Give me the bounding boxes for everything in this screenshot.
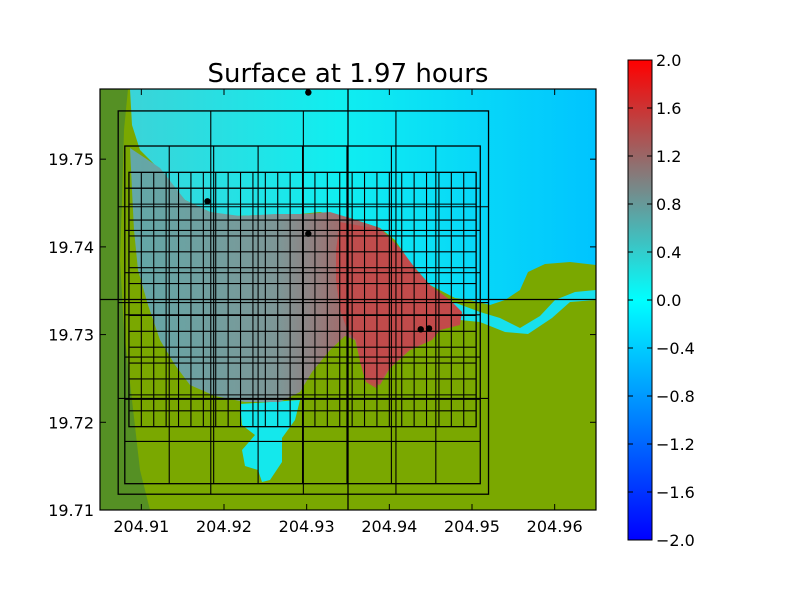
refinement-grid — [117, 110, 490, 495]
colorbar-tick-label: 0.0 — [656, 291, 681, 310]
y-tick-label: 19.75 — [48, 150, 94, 169]
gauge-point — [305, 89, 312, 96]
colorbar-tick-label: 2.0 — [656, 51, 681, 70]
gauge-point — [425, 325, 433, 332]
x-tick-label: 204.94 — [361, 517, 417, 536]
land-west-shading — [100, 89, 150, 510]
colorbar-tick-label: 0.8 — [656, 195, 681, 214]
x-tick-label: 204.93 — [279, 517, 335, 536]
colorbar-tick-label: 0.4 — [656, 243, 681, 262]
colorbar-tick-label: −1.2 — [656, 435, 695, 454]
y-tick-label: 19.74 — [48, 238, 94, 257]
colorbar-tick-label: −0.4 — [656, 339, 695, 358]
chart-title: Surface at 1.97 hours — [208, 59, 489, 89]
plot-frame — [99, 88, 597, 511]
y-tick-label: 19.72 — [48, 413, 94, 432]
colorbar-tick-label: −1.6 — [656, 483, 695, 502]
x-axis: 204.91 204.92 204.93 204.94 204.95 204.96 — [113, 89, 583, 536]
colorbar-ticks: 2.0 1.6 1.2 0.8 0.4 0.0 −0.4 −0.8 −1.2 −1.6 −2.0 — [628, 51, 695, 550]
crosshair — [100, 89, 596, 510]
gauge-point — [305, 230, 312, 237]
colorbar-tick-label: −2.0 — [656, 531, 695, 550]
peak-region — [336, 222, 458, 388]
y-tick-label: 19.73 — [48, 326, 94, 345]
ocean-region — [130, 89, 596, 305]
x-tick-label: 204.92 — [196, 517, 252, 536]
x-tick-label: 204.95 — [444, 517, 500, 536]
gauge-markers — [204, 89, 433, 333]
colorbar-tick-label: 1.6 — [656, 99, 681, 118]
gauge-point — [204, 198, 211, 205]
colorbar: 2.0 1.6 1.2 0.8 0.4 0.0 −0.4 −0.8 −1.2 −1.6 −2.0 — [627, 51, 695, 550]
plot-area — [100, 89, 596, 510]
y-tick-label: 19.71 — [48, 501, 94, 520]
gauge-point — [417, 326, 424, 333]
y-axis: 19.71 19.72 19.73 19.74 19.75 — [48, 150, 596, 520]
colorbar-tick-label: −0.8 — [656, 387, 695, 406]
colorbar-tick-label: 1.2 — [656, 147, 681, 166]
x-tick-label: 204.96 — [527, 517, 583, 536]
shore-strip — [448, 290, 596, 334]
x-tick-label: 204.91 — [113, 517, 169, 536]
